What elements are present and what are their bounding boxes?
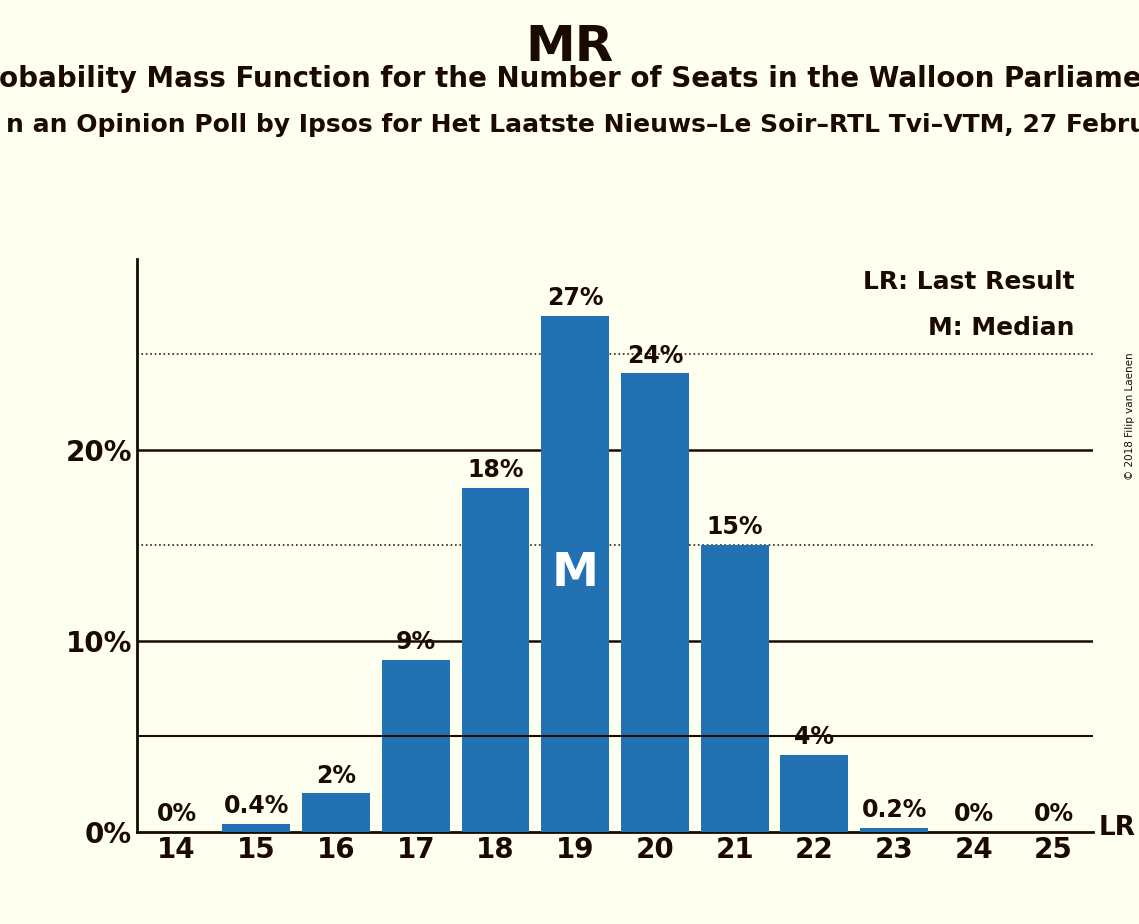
Text: 0%: 0% xyxy=(156,802,197,826)
Bar xyxy=(222,824,290,832)
Bar xyxy=(780,755,849,832)
Text: 24%: 24% xyxy=(626,344,683,368)
Bar xyxy=(860,828,928,832)
Text: LR: Last Result: LR: Last Result xyxy=(862,270,1074,294)
Text: © 2018 Filip van Laenen: © 2018 Filip van Laenen xyxy=(1125,352,1134,480)
Text: Probability Mass Function for the Number of Seats in the Walloon Parliament: Probability Mass Function for the Number… xyxy=(0,65,1139,92)
Text: 4%: 4% xyxy=(794,725,835,749)
Bar xyxy=(541,316,609,832)
Bar xyxy=(700,545,769,832)
Text: 18%: 18% xyxy=(467,458,524,482)
Text: M: Median: M: Median xyxy=(928,316,1074,340)
Text: 0.4%: 0.4% xyxy=(223,795,289,819)
Bar xyxy=(461,488,530,832)
Text: MR: MR xyxy=(525,23,614,71)
Text: 9%: 9% xyxy=(395,630,436,654)
Bar xyxy=(302,794,370,832)
Text: 0%: 0% xyxy=(1033,802,1074,826)
Bar xyxy=(382,660,450,832)
Text: 0%: 0% xyxy=(953,802,994,826)
Text: 2%: 2% xyxy=(316,763,357,787)
Text: 0.2%: 0.2% xyxy=(861,798,927,822)
Text: LR: LR xyxy=(1098,815,1136,842)
Text: M: M xyxy=(551,552,599,596)
Bar xyxy=(621,373,689,832)
Text: 27%: 27% xyxy=(547,286,604,310)
Text: 15%: 15% xyxy=(706,516,763,540)
Text: n an Opinion Poll by Ipsos for Het Laatste Nieuws–Le Soir–RTL Tvi–VTM, 27 Februa: n an Opinion Poll by Ipsos for Het Laats… xyxy=(6,113,1139,137)
